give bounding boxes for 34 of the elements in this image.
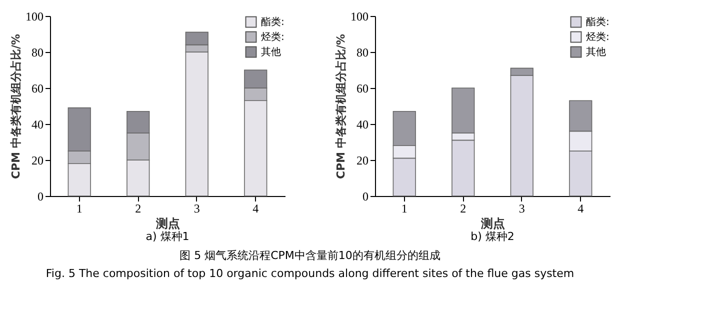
text: b) 煤种2: [470, 230, 514, 243]
x-tick-label: 1: [76, 202, 82, 216]
legend-label: 其他: [261, 46, 281, 58]
legend-label: 酯类:: [261, 16, 284, 28]
x-tick-label: 2: [135, 202, 142, 216]
y-tick-label: 0: [38, 190, 44, 204]
x-tick-label: 1: [401, 202, 408, 216]
y-tick-label: 80: [356, 46, 368, 60]
caption: 图 5 烟气系统沿程CPM中含量前10的有机组分的组成: [180, 249, 440, 262]
x-tick-label: 4: [578, 202, 584, 216]
caption: Fig. 5 The composition of top 10 organic compounds along different sites of the flue gas system: [46, 267, 574, 280]
y-axis-title: CPM 中各类有机组分占比/%: [334, 34, 348, 179]
x-tick-label: 4: [252, 202, 259, 216]
y-tick-label: 40: [32, 118, 44, 132]
y-tick-label: 20: [32, 154, 44, 168]
y-tick-label: 100: [350, 10, 368, 24]
x-axis-title: 测点: [480, 216, 505, 230]
y-tick-label: 60: [32, 82, 44, 96]
text: a) 煤种1: [146, 230, 190, 243]
y-tick-label: 0: [362, 190, 368, 204]
legend-label: 烃类:: [261, 31, 284, 43]
legend-label: 酯类:: [586, 16, 610, 28]
y-axis-title: CPM 中各类有机组分占比/%: [10, 34, 22, 179]
y-tick-label: 80: [32, 46, 44, 60]
legend-label: 其他: [586, 46, 606, 58]
x-tick-label: 2: [460, 202, 466, 216]
y-tick-label: 60: [356, 82, 368, 96]
x-tick-label: 3: [194, 202, 200, 216]
y-tick-label: 100: [26, 10, 44, 24]
y-tick-label: 40: [356, 118, 368, 132]
legend-label: 烃类:: [586, 31, 610, 43]
y-tick-label: 20: [356, 154, 368, 168]
x-axis-title: 测点: [155, 216, 180, 230]
x-tick-label: 3: [518, 202, 525, 216]
